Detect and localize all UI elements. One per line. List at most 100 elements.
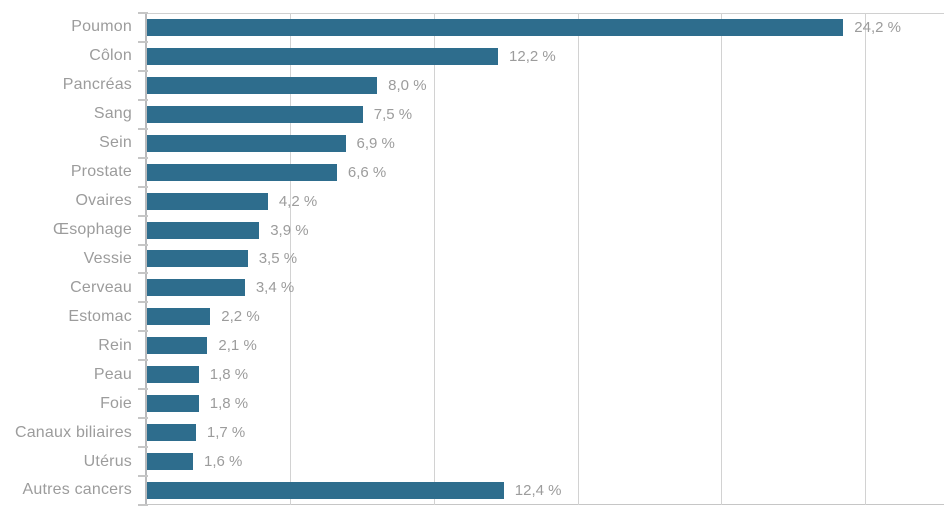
bar (147, 308, 211, 326)
bar-area: 6,9 % (138, 129, 944, 158)
bar-area: 2,1 % (138, 331, 944, 360)
gridline-15 (577, 13, 579, 505)
bar-row: Prostate 6,6 % (0, 158, 944, 187)
gridline-20 (721, 13, 723, 505)
category-label: Pancréas (62, 76, 132, 94)
bar (147, 76, 378, 94)
value-label: 2,2 % (221, 308, 260, 326)
category-label: Cerveau (70, 278, 132, 296)
category-label: Foie (100, 394, 132, 412)
bar-row: Autres cancers 12,4 % (0, 476, 944, 505)
value-label: 6,6 % (347, 163, 387, 181)
y-axis-tick (138, 504, 148, 506)
value-label: 1,6 % (204, 453, 243, 471)
bar-row: Ovaires 4,2 % (0, 187, 944, 216)
bar-row: Sang 7,5 % (0, 100, 944, 129)
bar (147, 366, 199, 384)
y-axis-tick (138, 12, 148, 14)
bar (147, 105, 363, 123)
bar (147, 163, 337, 181)
bar (147, 395, 199, 413)
category-label: Ovaires (75, 192, 132, 210)
value-label: 3,9 % (270, 221, 309, 239)
bar-area: 1,8 % (138, 360, 944, 389)
category-label: Côlon (89, 47, 132, 65)
y-axis-tick (138, 475, 148, 478)
bar (147, 134, 346, 152)
bar-area: 1,7 % (138, 418, 944, 447)
bar-row: Peau 1,8 % (0, 360, 944, 389)
y-axis-tick (138, 69, 148, 72)
value-label: 1,7 % (206, 424, 246, 442)
y-axis-tick (138, 127, 148, 130)
value-label: 12,4 % (514, 481, 562, 499)
category-label: Autres cancers (22, 481, 132, 499)
bar-row: Sein 6,9 % (0, 129, 944, 158)
y-axis-tick (138, 243, 148, 246)
bar (147, 424, 196, 442)
category-label: Peau (93, 365, 132, 383)
bar (147, 221, 260, 239)
bar-area: 6,6 % (138, 158, 944, 187)
value-label: 24,2 % (854, 18, 901, 36)
category-label: Poumon (71, 18, 132, 36)
bar-area: 8,0 % (138, 71, 944, 100)
bar-area: 3,4 % (138, 273, 944, 302)
bar (147, 481, 504, 499)
category-label: Estomac (68, 307, 132, 325)
plot-frame (138, 13, 944, 505)
bar (147, 47, 499, 65)
y-axis-tick (138, 156, 148, 159)
bar-row: Poumon 24,2 % (0, 13, 944, 42)
category-label: Prostate (70, 163, 132, 181)
bar (147, 192, 268, 210)
value-label: 8,0 % (388, 76, 427, 94)
bar-area: 1,8 % (138, 389, 944, 418)
y-axis-tick (138, 98, 148, 101)
bar-row: Estomac 2,2 % (0, 302, 944, 331)
category-label: Sein (99, 134, 132, 152)
bar-area: 12,4 % (138, 476, 944, 505)
bar-area: 12,2 % (138, 42, 944, 71)
bar-row: Rein 2,1 % (0, 331, 944, 360)
bar (147, 250, 248, 268)
bar (147, 453, 194, 471)
category-label: Œsophage (53, 221, 132, 239)
y-axis-tick (138, 301, 148, 304)
value-label: 1,8 % (209, 366, 249, 384)
y-axis-tick (138, 388, 148, 391)
bar-row: Œsophage 3,9 % (0, 216, 944, 245)
value-label: 12,2 % (509, 47, 556, 65)
bar-area: 2,2 % (138, 302, 944, 331)
y-axis-tick (138, 185, 148, 188)
category-label: Vessie (83, 249, 132, 267)
y-axis-tick (138, 272, 148, 275)
bar-area: 3,9 % (138, 216, 944, 245)
bar-row: Côlon 12,2 % (0, 42, 944, 71)
y-axis-tick (138, 417, 148, 420)
y-axis-tick (138, 446, 148, 449)
category-label: Rein (98, 336, 132, 354)
bar (147, 337, 208, 355)
category-label: Canaux biliaires (14, 423, 132, 441)
bar-row: Cerveau 3,4 % (0, 273, 944, 302)
gridline-5 (289, 13, 291, 505)
bar-row: Utérus 1,6 % (0, 447, 944, 476)
bar-area: 7,5 % (138, 100, 944, 129)
value-label: 1,8 % (209, 395, 249, 413)
bar (147, 279, 245, 297)
y-axis-tick (138, 330, 148, 333)
bar-area: 3,5 % (138, 245, 944, 274)
bar-area: 4,2 % (138, 187, 944, 216)
y-axis-tick (138, 214, 148, 217)
bar (147, 18, 844, 36)
bar-rows: Poumon 24,2 % Côlon 12,2 % Pancréas 8,0 % Sang… (0, 13, 944, 505)
value-label: 6,9 % (356, 134, 395, 152)
bar-area: 1,6 % (138, 447, 944, 476)
value-label: 2,1 % (218, 337, 257, 355)
value-label: 4,2 % (278, 192, 318, 210)
bar-row: Pancréas 8,0 % (0, 71, 944, 100)
y-axis-tick (138, 40, 148, 43)
value-label: 3,4 % (255, 279, 295, 297)
